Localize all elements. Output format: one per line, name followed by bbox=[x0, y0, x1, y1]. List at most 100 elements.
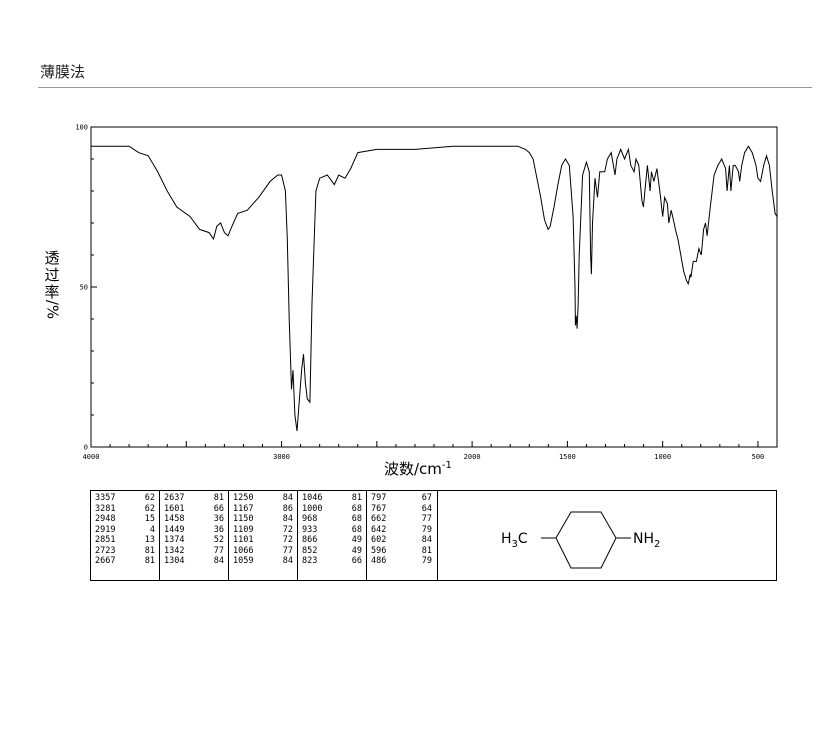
peak-transmittance: 68 bbox=[351, 503, 362, 514]
peak-transmittance: 13 bbox=[144, 535, 155, 545]
peak-row: 1066 77 bbox=[233, 546, 293, 557]
x-tick-label: 500 bbox=[752, 453, 765, 461]
peak-wavenumber: 3281 bbox=[95, 503, 116, 514]
peak-transmittance: 4 bbox=[149, 524, 155, 535]
peak-wavenumber: 852 bbox=[302, 545, 318, 556]
peak-row: 3281 62 bbox=[95, 504, 155, 515]
peak-transmittance: 66 bbox=[213, 503, 224, 514]
peak-wavenumber: 933 bbox=[302, 524, 318, 535]
x-tick-label: 3000 bbox=[273, 453, 290, 461]
peak-transmittance: 15 bbox=[144, 514, 155, 524]
peak-transmittance: 68 bbox=[351, 514, 362, 524]
peak-row: 968 68 bbox=[302, 514, 362, 525]
peak-row: 1101 72 bbox=[233, 535, 293, 546]
peak-row: 797 67 bbox=[371, 493, 432, 504]
peak-wavenumber: 2948 bbox=[95, 514, 116, 524]
peak-row: 1059 84 bbox=[233, 556, 293, 567]
peak-wavenumber: 1458 bbox=[164, 514, 185, 524]
peak-wavenumber: 3357 bbox=[95, 493, 116, 503]
x-tick-label: 4000 bbox=[83, 453, 100, 461]
methyl-label: H3C bbox=[501, 531, 528, 550]
peak-wavenumber: 602 bbox=[371, 535, 387, 545]
peak-wavenumber: 2919 bbox=[95, 524, 116, 535]
x-label-text: 波数/cm bbox=[384, 460, 442, 478]
peak-row: 1150 84 bbox=[233, 514, 293, 525]
y-tick-label: 50 bbox=[80, 284, 88, 292]
peak-transmittance: 77 bbox=[282, 545, 293, 556]
peak-row: 866 49 bbox=[302, 535, 362, 546]
method-title: 薄膜法 bbox=[40, 63, 86, 81]
structure-panel: H3C NH2 bbox=[438, 490, 777, 581]
peak-wavenumber: 1046 bbox=[302, 493, 323, 503]
peak-column: 1250 84 1167 86 1150 84 1109 72 1101 72 1066 77 1059… bbox=[229, 491, 298, 580]
peak-transmittance: 79 bbox=[421, 556, 432, 566]
x-tick-label: 2000 bbox=[464, 453, 481, 461]
peak-transmittance: 49 bbox=[351, 545, 362, 556]
y-axis-ticks: 0 50 100 bbox=[75, 124, 97, 452]
peak-wavenumber: 866 bbox=[302, 535, 318, 545]
x-axis-ticks: 4000 3000 2000 1500 1000 500 bbox=[83, 441, 765, 461]
peak-transmittance: 68 bbox=[351, 524, 362, 535]
peak-row: 2667 81 bbox=[95, 556, 155, 567]
peak-row: 1109 72 bbox=[233, 525, 293, 536]
peak-transmittance: 77 bbox=[213, 545, 224, 556]
peak-transmittance: 81 bbox=[144, 556, 155, 566]
peak-wavenumber: 1059 bbox=[233, 556, 254, 566]
peak-column: 3357 62 3281 62 2948 15 2919 4 2851 13 2723 81 2667 8… bbox=[91, 491, 160, 580]
y-tick-label: 100 bbox=[75, 124, 88, 132]
peak-transmittance: 52 bbox=[213, 535, 224, 545]
peak-transmittance: 84 bbox=[282, 556, 293, 566]
peak-transmittance: 72 bbox=[282, 524, 293, 535]
y-label-unit: /% bbox=[43, 299, 62, 320]
peak-wavenumber: 823 bbox=[302, 556, 318, 566]
peak-wavenumber: 662 bbox=[371, 514, 387, 524]
peak-transmittance: 62 bbox=[144, 503, 155, 514]
peak-wavenumber: 642 bbox=[371, 524, 387, 535]
peak-column: 2637 81 1601 66 1458 36 1449 36 1374 52 1342 77 1304… bbox=[160, 491, 229, 580]
peak-row: 852 49 bbox=[302, 546, 362, 557]
x-label-exponent: -1 bbox=[441, 460, 452, 471]
peak-wavenumber: 1109 bbox=[233, 524, 254, 535]
amine-label: NH2 bbox=[633, 531, 660, 550]
plot-frame bbox=[90, 126, 778, 448]
peak-wavenumber: 1304 bbox=[164, 556, 185, 566]
title-rule bbox=[38, 87, 812, 88]
peak-row: 596 81 bbox=[371, 546, 432, 557]
peak-transmittance: 49 bbox=[351, 535, 362, 545]
peak-row: 2919 4 bbox=[95, 525, 155, 536]
peak-row: 1046 81 bbox=[302, 493, 362, 504]
peak-transmittance: 81 bbox=[144, 545, 155, 556]
molecule-structure: H3C NH2 bbox=[501, 511, 660, 569]
peak-row: 933 68 bbox=[302, 525, 362, 536]
peak-transmittance: 36 bbox=[213, 524, 224, 535]
peak-row: 1601 66 bbox=[164, 504, 224, 515]
peak-transmittance: 86 bbox=[282, 503, 293, 514]
peak-wavenumber: 2667 bbox=[95, 556, 116, 566]
peak-row: 1250 84 bbox=[233, 493, 293, 504]
peak-wavenumber: 968 bbox=[302, 514, 318, 524]
cyclohexane-ring bbox=[555, 511, 617, 569]
peak-wavenumber: 1601 bbox=[164, 503, 185, 514]
peak-transmittance: 62 bbox=[144, 493, 155, 503]
peak-transmittance: 64 bbox=[421, 503, 432, 514]
peak-wavenumber: 1101 bbox=[233, 535, 254, 545]
peak-transmittance: 72 bbox=[282, 535, 293, 545]
peak-row: 602 84 bbox=[371, 535, 432, 546]
peak-wavenumber: 596 bbox=[371, 545, 387, 556]
ir-spectrum-chart: 4000 3000 2000 1500 1000 500 0 50 100 bbox=[75, 124, 778, 461]
peak-wavenumber: 1000 bbox=[302, 503, 323, 514]
peak-row: 1304 84 bbox=[164, 556, 224, 567]
peak-wavenumber: 797 bbox=[371, 493, 387, 503]
peak-transmittance: 81 bbox=[213, 493, 224, 503]
y-tick-label: 0 bbox=[84, 444, 88, 452]
peak-transmittance: 67 bbox=[421, 493, 432, 503]
peak-transmittance: 84 bbox=[282, 493, 293, 503]
peak-row: 642 79 bbox=[371, 525, 432, 536]
y-label-char: 率 bbox=[44, 283, 60, 301]
peak-column: 1046 81 1000 68 968 68 933 68 866 49 852 49 823 66 bbox=[298, 491, 367, 580]
peak-wavenumber: 2851 bbox=[95, 535, 116, 545]
peak-wavenumber: 1150 bbox=[233, 514, 254, 524]
x-tick-label: 1000 bbox=[654, 453, 671, 461]
peak-wavenumber: 2723 bbox=[95, 545, 116, 556]
peak-transmittance: 84 bbox=[421, 535, 432, 545]
